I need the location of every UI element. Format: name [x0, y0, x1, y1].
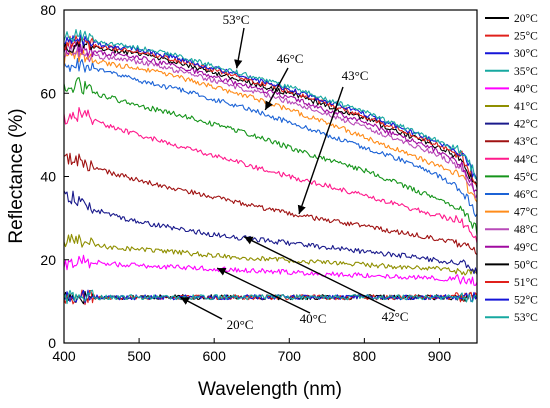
legend-label: 50°C	[514, 259, 538, 271]
legend-label: 47°C	[514, 207, 538, 219]
legend-label: 25°C	[514, 31, 538, 43]
x-tick-label: 400	[52, 348, 76, 364]
annotation-arrow	[264, 67, 289, 111]
annotation-arrow	[216, 267, 311, 314]
series-line	[63, 37, 478, 188]
legend-label: 30°C	[514, 48, 538, 60]
series-line	[63, 40, 478, 193]
series-line	[63, 35, 478, 185]
x-tick-label: 700	[278, 348, 302, 364]
legend-label: 46°C	[514, 189, 538, 201]
series-line	[63, 289, 478, 305]
annotation-label: 46°C	[277, 51, 304, 66]
x-axis-title: Wavelength (nm)	[198, 379, 342, 400]
legend-label: 53°C	[514, 312, 538, 324]
series-line	[63, 57, 478, 217]
legend-label: 42°C	[514, 119, 538, 131]
legend-label: 40°C	[514, 83, 538, 95]
annotation-arrow	[234, 27, 245, 69]
series-line	[63, 77, 478, 236]
series-line	[63, 34, 478, 182]
y-tick-label: 0	[48, 335, 56, 351]
y-tick-label: 80	[40, 2, 56, 18]
annotation-label: 43°C	[342, 68, 369, 83]
annotation-arrow	[243, 236, 396, 312]
annotation-arrow	[180, 296, 223, 320]
series-line	[63, 44, 478, 199]
legend-label: 35°C	[514, 66, 538, 78]
series-line	[63, 254, 478, 286]
x-tick-label: 500	[127, 348, 151, 364]
annotations-layer: 53°C 46°C 43°C 42°C 40°C 20°C	[180, 12, 408, 332]
series-line	[63, 152, 478, 256]
legend-label: 44°C	[514, 154, 538, 166]
axes-layer: 400 500 600 700 800 900 0 20 40 60 80	[40, 2, 451, 364]
legend-label: 49°C	[514, 242, 538, 254]
y-tick-label: 60	[40, 85, 56, 101]
series-line	[63, 49, 478, 203]
series-line	[63, 190, 478, 275]
legend-label: 20°C	[514, 13, 538, 25]
series-line	[63, 106, 478, 244]
series-line	[63, 29, 478, 179]
legend-label: 48°C	[514, 224, 538, 236]
legend-label: 52°C	[514, 295, 538, 307]
x-tick-label: 900	[428, 348, 452, 364]
annotation-label: 53°C	[223, 12, 250, 27]
legend-label: 43°C	[514, 136, 538, 148]
x-tick-label: 800	[353, 348, 377, 364]
annotation-arrow	[297, 86, 344, 215]
legend-label: 51°C	[514, 277, 538, 289]
annotation-label: 40°C	[300, 311, 327, 326]
legend: 20°C 25°C 30°C 35°C 40°C 41°C 42°C 43°C 44°C 45°C…	[485, 13, 538, 324]
x-tick-label: 600	[203, 348, 227, 364]
series-line	[63, 233, 478, 276]
annotation-label: 20°C	[227, 317, 254, 332]
y-tick-label: 20	[40, 252, 56, 268]
annotation-label: 42°C	[382, 309, 409, 324]
legend-label: 41°C	[514, 101, 538, 113]
legend-label: 45°C	[514, 171, 538, 183]
y-tick-label: 40	[40, 169, 56, 185]
series-layer	[63, 29, 478, 306]
y-axis-title: Reflectance (%)	[6, 108, 27, 243]
